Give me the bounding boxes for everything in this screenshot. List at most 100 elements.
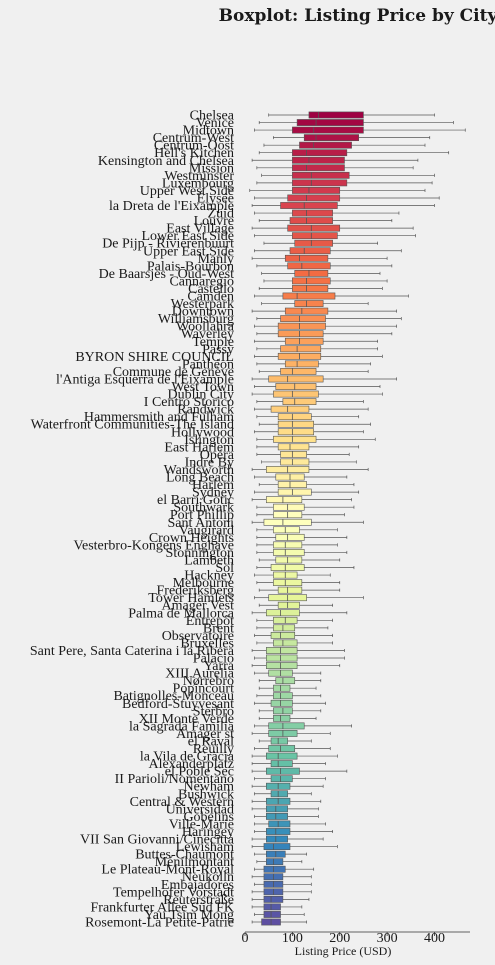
category-label: Waverley xyxy=(181,327,234,342)
category-label: Ville-Marie xyxy=(169,817,234,832)
box-19 xyxy=(251,254,388,262)
category-label: Louvre xyxy=(194,214,234,229)
category-label: Sant Antoni xyxy=(167,516,234,531)
category-label: Entrepôt xyxy=(186,614,234,629)
category-label: Hammersmith and Fulham xyxy=(84,410,234,425)
category-label: Haringey xyxy=(182,825,234,840)
box-40 xyxy=(256,413,360,421)
box-42 xyxy=(254,428,364,436)
category-label: Central & Western xyxy=(130,795,234,810)
category-label: Brent xyxy=(203,621,234,636)
category-label: Luxembourg xyxy=(162,176,234,191)
category-label: Melbourne xyxy=(173,576,234,591)
box-iqr xyxy=(266,828,291,835)
box-101 xyxy=(251,873,312,881)
box-36 xyxy=(254,383,381,390)
category-label: Mission xyxy=(189,161,234,176)
category-label: VII San Giovanni/Cinecittà xyxy=(80,833,235,848)
chart-title: Boxplot: Listing Price by City xyxy=(219,6,495,26)
box-94 xyxy=(254,820,326,828)
box-iqr xyxy=(273,684,291,692)
box-63 xyxy=(258,586,341,594)
category-label: Cannaregio xyxy=(169,274,234,289)
box-iqr xyxy=(263,895,284,903)
box-46 xyxy=(261,458,357,466)
box-23 xyxy=(258,285,383,292)
box-70 xyxy=(256,639,333,647)
box-iqr xyxy=(266,835,288,843)
box-96 xyxy=(251,835,324,843)
box-66 xyxy=(251,609,348,617)
category-label: Embajadores xyxy=(161,878,234,893)
box-iqr xyxy=(266,752,298,760)
box-iqr xyxy=(284,254,329,262)
category-label: Venice xyxy=(196,116,234,131)
category-label: Palma de Mallorca xyxy=(128,606,235,621)
box-iqr xyxy=(292,285,329,292)
box-90 xyxy=(254,790,312,798)
box-iqr xyxy=(280,368,317,375)
box-10 xyxy=(249,187,426,194)
x-tick-label: 400 xyxy=(424,931,445,946)
category-label: Yarra xyxy=(204,659,235,674)
box-29 xyxy=(256,330,393,338)
category-label: Reuterstraße xyxy=(163,893,234,908)
box-iqr xyxy=(284,307,329,315)
box-6 xyxy=(251,156,419,164)
box-iqr xyxy=(266,813,288,820)
box-59 xyxy=(258,556,341,564)
category-label: Kensington and Chelsea xyxy=(98,154,235,169)
box-24 xyxy=(254,292,409,300)
box-iqr xyxy=(273,692,293,700)
category-label: Harlem xyxy=(192,478,234,493)
category-label: Vaugirard xyxy=(179,523,234,538)
category-label: Long Beach xyxy=(166,471,234,486)
category-label: Alexanderplatz xyxy=(148,757,234,772)
box-iqr xyxy=(277,322,326,330)
category-label: Sydney xyxy=(192,486,234,501)
box-107 xyxy=(251,918,307,926)
category-label: Lambeth xyxy=(184,553,234,568)
category-label: Centrum-Oost xyxy=(154,139,234,154)
category-label: Sterbro xyxy=(193,704,234,719)
box-iqr xyxy=(266,496,303,504)
box-2 xyxy=(254,126,466,134)
category-label: Westminster xyxy=(164,169,234,184)
category-label: Vesterbro-Kongens Enghave xyxy=(73,538,234,553)
box-iqr xyxy=(289,247,331,255)
box-iqr xyxy=(273,526,300,534)
box-iqr xyxy=(270,405,310,413)
box-iqr xyxy=(273,579,303,586)
box-iqr xyxy=(263,865,286,873)
box-83 xyxy=(258,737,312,745)
y-axis-labels: ChelseaVeniceMidtownCentrum-WestCentrum-… xyxy=(30,109,235,931)
category-label: Upper East Side xyxy=(143,244,234,259)
category-label: Neukölln xyxy=(182,870,234,885)
box-43 xyxy=(256,435,376,443)
box-iqr xyxy=(292,149,348,157)
box-30 xyxy=(254,337,378,345)
category-label: I Centro Storico xyxy=(144,395,234,410)
box-25 xyxy=(261,300,369,307)
box-iqr xyxy=(277,481,307,488)
box-104 xyxy=(251,895,310,903)
box-iqr xyxy=(284,360,319,368)
category-label: Camden xyxy=(187,290,234,305)
category-label: Wandsworth xyxy=(164,463,234,478)
category-label: Batignolles-Monceau xyxy=(113,689,234,704)
box-iqr xyxy=(299,141,352,149)
box-iqr xyxy=(292,164,345,172)
category-label: Hackney xyxy=(184,569,234,584)
category-label: Tempelhofer Vorstadt xyxy=(113,885,234,900)
box-44 xyxy=(256,443,360,451)
box-iqr xyxy=(268,722,305,730)
box-iqr xyxy=(289,217,333,224)
box-67 xyxy=(256,616,333,624)
box-3 xyxy=(273,134,431,142)
box-5 xyxy=(258,149,450,157)
box-64 xyxy=(254,594,364,602)
box-iqr xyxy=(277,420,314,428)
box-iqr xyxy=(273,639,298,647)
category-label: Sol xyxy=(215,561,234,576)
box-iqr xyxy=(266,654,298,662)
